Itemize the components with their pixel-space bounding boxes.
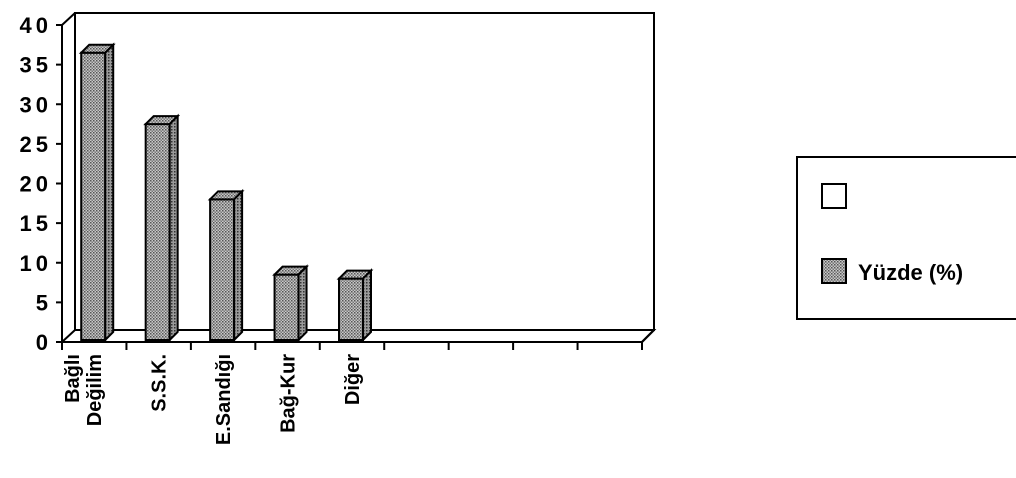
x-tick-group bbox=[61, 342, 643, 350]
bar-front bbox=[209, 198, 236, 341]
legend-swatch-yuzde bbox=[821, 258, 847, 284]
bar-side bbox=[362, 268, 372, 343]
legend: Yüzde (%) bbox=[796, 156, 1016, 320]
y-axis-top-connector bbox=[61, 12, 76, 26]
category-label: Değilim bbox=[84, 354, 106, 426]
legend-swatch-empty bbox=[821, 183, 847, 209]
y-tick-label: 20 bbox=[20, 172, 52, 197]
legend-frame bbox=[796, 156, 1016, 320]
bar-front bbox=[338, 277, 364, 342]
y-tick-label: 10 bbox=[20, 251, 52, 276]
category-label: Bağlı bbox=[62, 354, 84, 403]
bar bbox=[78, 42, 116, 343]
y-tick-label: 5 bbox=[36, 290, 52, 315]
bar bbox=[143, 113, 181, 343]
bar-front bbox=[80, 51, 107, 342]
bar bbox=[207, 188, 245, 343]
y-tick-label: 15 bbox=[20, 211, 52, 236]
y-tick-label: 25 bbox=[20, 132, 52, 157]
bar-side bbox=[168, 113, 179, 343]
right-edge-connector bbox=[641, 329, 655, 343]
legend-label-yuzde: Yüzde (%) bbox=[858, 260, 963, 285]
y-tick-label: 35 bbox=[20, 53, 52, 78]
bar-side bbox=[233, 188, 244, 343]
y-tick-label: 30 bbox=[20, 92, 52, 117]
bar bbox=[272, 264, 309, 343]
y-tick-label: 40 bbox=[20, 13, 52, 38]
bar bbox=[336, 268, 374, 343]
bar-side bbox=[297, 264, 308, 343]
category-label: S.S.K. bbox=[149, 354, 171, 412]
category-label: Diğer bbox=[342, 354, 364, 405]
y-tick-label: 0 bbox=[36, 330, 52, 355]
bar-group bbox=[78, 42, 374, 343]
category-label: E.Sandığı bbox=[213, 354, 235, 445]
bar-side bbox=[104, 42, 115, 343]
y-tick-group: 0 5 10 15 20 25 30 35 40 bbox=[20, 13, 62, 355]
bar-front bbox=[144, 123, 171, 341]
bar-front bbox=[273, 273, 300, 342]
category-label: Bağ-Kur bbox=[278, 354, 300, 433]
category-label-group: Bağlı Değilim S.S.K. E.Sandığı Bağ-Kur Diğer bbox=[62, 354, 364, 445]
